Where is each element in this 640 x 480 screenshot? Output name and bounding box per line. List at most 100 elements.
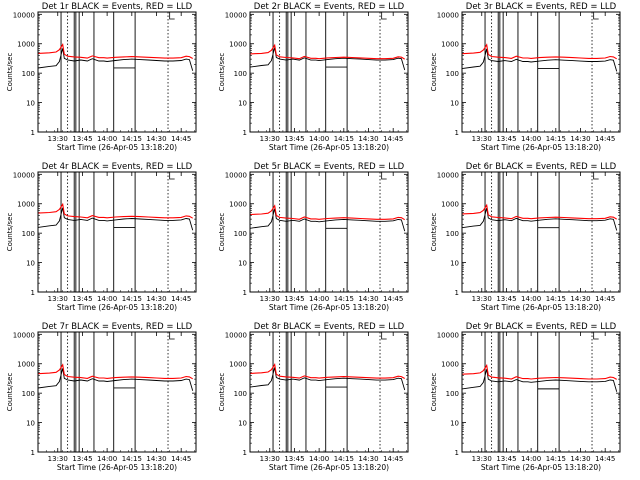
x-tick-label: 13:45 — [284, 455, 304, 463]
panel-title: Det 2r BLACK = Events, RED = LLD — [254, 2, 405, 12]
y-tick-label: 1 — [243, 449, 247, 457]
y-tick-label: 1000 — [17, 201, 35, 209]
x-tick-label: 14:00 — [309, 295, 329, 303]
x-tick-label: 14:30 — [146, 135, 166, 143]
panel-det-8: Det 8r BLACK = Events, RED = LLD 1 10 100 10… — [218, 322, 409, 472]
x-tick-label: 14:45 — [383, 455, 403, 463]
x-axis-label: Start Time (26-Apr-05 13:18:20) — [481, 303, 601, 312]
y-tick-label: 10000 — [225, 11, 247, 19]
x-tick-label: 14:15 — [334, 295, 354, 303]
y-axis-label: Counts/sec — [430, 373, 438, 412]
x-tick-label: 14:45 — [171, 455, 191, 463]
series-line-lld — [37, 363, 193, 380]
x-tick-label: 14:30 — [146, 295, 166, 303]
y-tick-labels: 1 10 100 1000 10000 — [437, 11, 459, 137]
bracket-mark — [169, 12, 175, 20]
y-tick-label: 100 — [446, 390, 459, 398]
x-axis-label: Start Time (26-Apr-05 13:18:20) — [57, 143, 177, 152]
series-line-events — [37, 368, 194, 391]
x-tick-label: 13:30 — [260, 135, 280, 143]
plot-frame — [249, 171, 409, 293]
y-axis-label: Counts/sec — [430, 213, 438, 252]
x-tick-label: 14:30 — [146, 455, 166, 463]
x-tick-label: 14:45 — [383, 295, 403, 303]
x-tick-label: 13:45 — [496, 295, 516, 303]
series-line-lld — [249, 204, 405, 221]
x-axis-label: Start Time (26-Apr-05 13:18:20) — [57, 463, 177, 472]
series-line-lld — [249, 362, 405, 379]
panel-title: Det 9r BLACK = Events, RED = LLD — [466, 322, 617, 332]
x-tick-label: 13:45 — [496, 135, 516, 143]
plot-frame — [37, 331, 197, 453]
series-line-lld — [249, 43, 405, 60]
y-axis-label: Counts/sec — [218, 53, 226, 92]
x-tick-label: 13:30 — [260, 455, 280, 463]
y-tick-label: 10000 — [13, 331, 35, 339]
series-line-lld — [37, 42, 193, 59]
y-tick-label: 1000 — [441, 201, 459, 209]
y-tick-label: 10 — [450, 420, 459, 428]
x-tick-label: 14:30 — [570, 135, 590, 143]
panel-title: Det 4r BLACK = Events, RED = LLD — [42, 162, 193, 172]
x-tick-label: 13:30 — [472, 135, 492, 143]
x-tick-label: 14:30 — [570, 295, 590, 303]
x-tick-label: 13:45 — [284, 295, 304, 303]
y-tick-labels: 1 10 100 1000 10000 — [437, 331, 459, 457]
y-tick-label: 1 — [31, 289, 35, 297]
series-line-events — [461, 369, 618, 392]
y-tick-labels: 1 10 100 1000 10000 — [225, 11, 247, 137]
x-axis-label: Start Time (26-Apr-05 13:18:20) — [57, 303, 177, 312]
series-line-events — [461, 48, 618, 72]
plot-frame — [249, 11, 409, 133]
y-axis-label: Counts/sec — [6, 373, 14, 412]
y-tick-labels: 1 10 100 1000 10000 — [13, 11, 35, 137]
y-tick-label: 10 — [238, 260, 247, 268]
x-tick-label: 14:15 — [546, 135, 566, 143]
x-tick-label: 13:45 — [72, 295, 92, 303]
x-tick-label: 14:00 — [521, 295, 541, 303]
bracket-mark — [593, 172, 599, 180]
y-tick-labels: 1 10 100 1000 10000 — [13, 171, 35, 297]
y-tick-label: 1000 — [229, 361, 247, 369]
bracket-mark — [593, 12, 599, 20]
y-tick-label: 1000 — [17, 361, 35, 369]
bracket-mark — [169, 332, 175, 340]
y-tick-label: 1 — [455, 449, 459, 457]
x-tick-label: 13:30 — [472, 455, 492, 463]
x-tick-label: 14:30 — [358, 295, 378, 303]
y-tick-label: 1 — [455, 289, 459, 297]
x-axis-label: Start Time (26-Apr-05 13:18:20) — [481, 143, 601, 152]
y-tick-label: 10 — [450, 100, 459, 108]
bracket-mark — [169, 172, 175, 180]
x-tick-label: 14:45 — [171, 295, 191, 303]
x-tick-label: 14:30 — [358, 455, 378, 463]
x-tick-label: 14:15 — [122, 135, 142, 143]
panel-det-2: Det 2r BLACK = Events, RED = LLD 1 10 100 10… — [218, 2, 409, 152]
y-axis-label: Counts/sec — [218, 213, 226, 252]
bracket-mark — [593, 332, 599, 340]
x-axis-label: Start Time (26-Apr-05 13:18:20) — [269, 463, 389, 472]
x-tick-label: 14:00 — [309, 135, 329, 143]
series-line-lld — [461, 203, 617, 220]
y-tick-label: 10000 — [437, 11, 459, 19]
y-tick-label: 1000 — [229, 201, 247, 209]
panel-det-9: Det 9r BLACK = Events, RED = LLD 1 10 100 10… — [430, 322, 621, 472]
plot-frame — [37, 11, 197, 133]
plot-frame — [461, 331, 621, 453]
panel-title: Det 1r BLACK = Events, RED = LLD — [42, 2, 193, 12]
y-tick-label: 10000 — [437, 171, 459, 179]
y-tick-label: 1 — [31, 129, 35, 137]
plot-frame — [461, 11, 621, 133]
series-line-events — [37, 48, 194, 71]
x-tick-label: 14:45 — [595, 135, 615, 143]
x-tick-label: 13:30 — [48, 295, 68, 303]
y-tick-label: 10 — [26, 260, 35, 268]
x-tick-label: 14:30 — [358, 135, 378, 143]
x-tick-labels: 13:30 13:45 14:00 14:15 14:30 14:45 — [48, 135, 192, 143]
x-tick-label: 14:45 — [595, 455, 615, 463]
y-tick-labels: 1 10 100 1000 10000 — [225, 331, 247, 457]
x-tick-label: 13:45 — [72, 135, 92, 143]
plot-frame — [37, 171, 197, 293]
x-tick-label: 14:45 — [171, 135, 191, 143]
x-tick-labels: 13:30 13:45 14:00 14:15 14:30 14:45 — [260, 455, 404, 463]
